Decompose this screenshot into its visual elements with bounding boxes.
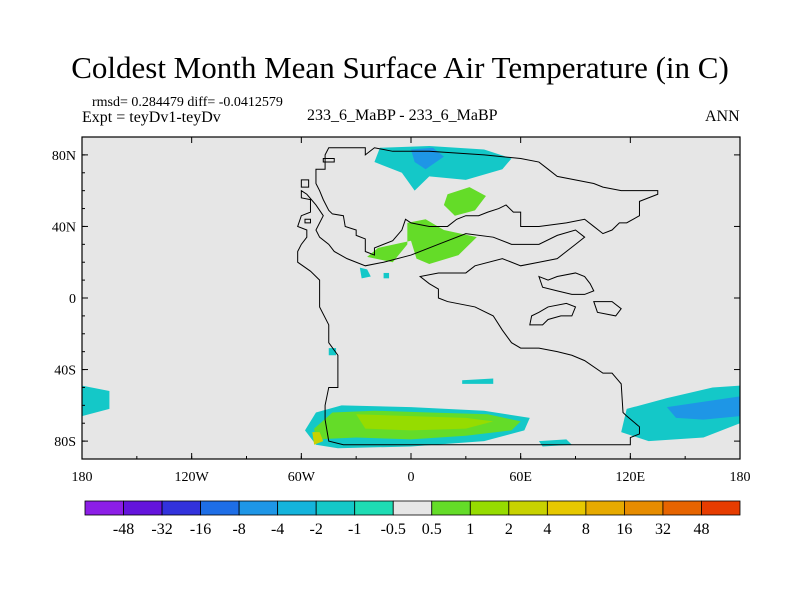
colorbar-label: 4 [543,521,551,538]
colorbar-swatch [624,500,664,516]
colorbar-swatch [392,500,433,516]
colorbar-swatch [546,500,587,516]
coastline-6 [300,179,310,188]
coastline-4 [593,301,622,317]
map-content [82,145,740,449]
colorbar-swatch [200,500,240,516]
contour-region-nh-green-1 [443,187,486,216]
season-label: ANN [705,108,740,125]
x-tick-label: 0 [408,470,415,485]
colorbar-label: 32 [655,521,671,538]
contour-region-sh-east-teal [666,396,740,420]
coastline-2 [529,302,577,326]
colorbar-label: -16 [190,521,211,538]
y-tick-label: 0 [69,292,76,307]
y-tick-label: 80S [54,435,76,450]
contour-region-north-polar-cyan [374,145,512,191]
y-tick-label: 80N [52,149,76,164]
colorbar-swatch [469,500,510,516]
x-tick-label: 120E [616,470,646,485]
colorbar-label: 2 [505,521,513,538]
x-tick-label: 180 [72,470,93,485]
colorbar-swatch [277,500,317,516]
colorbar-swatch [662,500,702,516]
colorbar-label: 16 [616,521,632,538]
coastline-1 [297,189,640,446]
colorbar-label: 8 [582,521,590,538]
colorbar-swatch [585,500,625,516]
y-tick-label: 40S [54,364,76,379]
colorbar-label: -1 [348,521,361,538]
plot-title: Coldest Month Mean Surface Air Temperatu… [71,50,729,85]
coastline-3 [538,272,595,295]
stats-label: rmsd= 0.284479 diff= -0.0412579 [92,95,283,110]
contour-region-sh-small-cyan-2 [462,378,494,384]
y-tick-label: 40N [52,220,76,235]
experiment-label: Expt = teyDv1-teyDv [82,109,221,126]
colorbar-swatch [701,500,741,516]
colorbar-swatch [84,500,124,516]
case-label: 233_6_MaBP - 233_6_MaBP [307,107,498,124]
x-tick-label: 60W [288,470,316,485]
x-tick-label: 60E [509,470,532,485]
colorbar-label: 1 [466,521,474,538]
coastline-0 [315,147,659,256]
colorbar-label: -4 [271,521,284,538]
colorbar-swatch [508,500,548,516]
coastline-7 [304,218,311,224]
contour-region-north-polar-teal [411,147,444,170]
contour-region-sh-band-yellow-tip [312,432,324,445]
x-tick-label: 180 [730,470,751,485]
contour-region-nh-cyan-dot-2 [383,272,390,279]
colorbar-swatch [315,500,356,516]
colorbar-swatch [161,500,201,516]
colorbar-swatch [431,500,471,516]
coastline-5 [322,157,335,163]
contour-region-sh-west-cyan [82,385,110,417]
colorbar-label: -8 [232,521,245,538]
colorbar-label: 48 [693,521,709,538]
colorbar-swatch [354,500,394,516]
colorbar-swatch [238,500,279,516]
contour-region-nh-cyan-dots [359,267,371,279]
colorbar-label: -0.5 [381,521,406,538]
colorbar-swatch [123,500,163,516]
colorbar-label: -2 [310,521,323,538]
contour-region-nh-green-2 [367,219,477,265]
x-tick-label: 120W [175,470,210,485]
contour-region-sh-band-yellowgreen [356,414,494,431]
colorbar-label: 0.5 [422,521,442,538]
colorbar-label: -48 [113,521,134,538]
colorbar-label: -32 [151,521,172,538]
